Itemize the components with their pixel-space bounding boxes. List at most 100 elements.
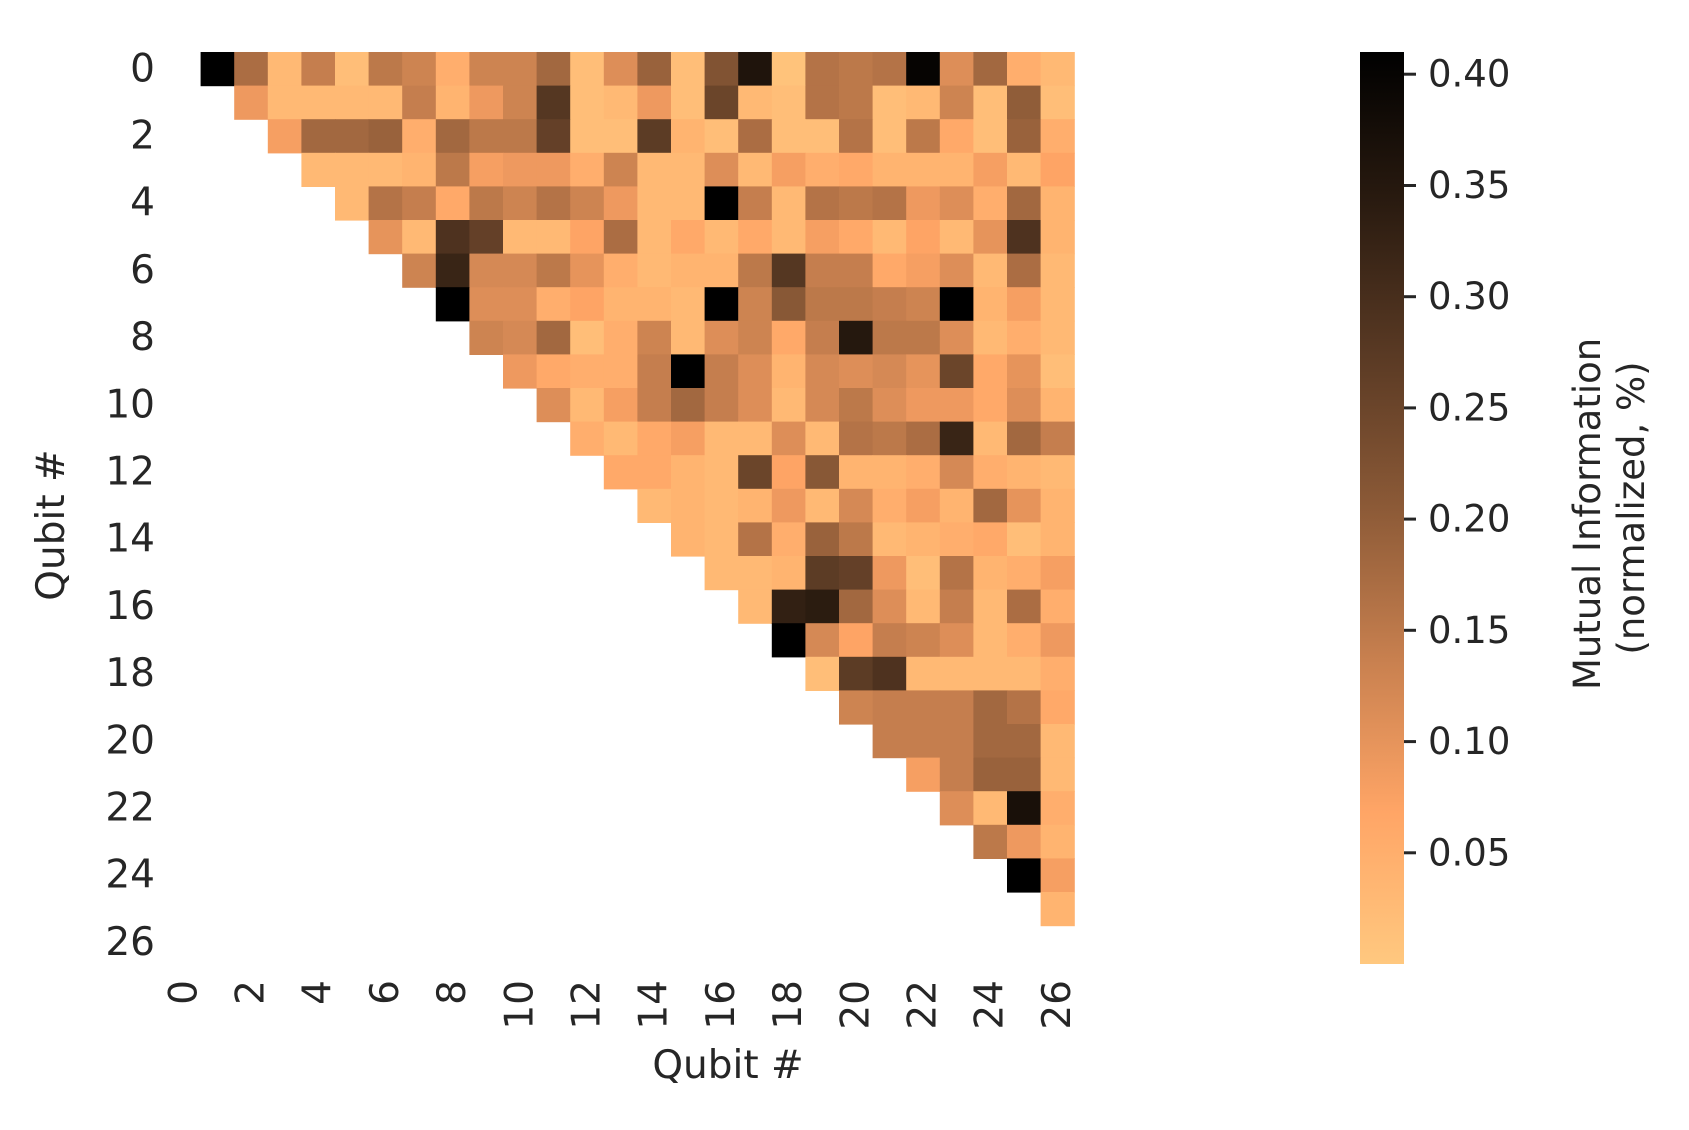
heatmap-cell-0-12 [570, 52, 605, 87]
heatmap-cell-1-16 [704, 85, 739, 120]
heatmap-cell-8-15 [671, 320, 706, 355]
heatmap-cell-9-14 [637, 354, 672, 389]
heatmap-cell-15-18 [771, 556, 806, 591]
heatmap-cell-1-23 [939, 85, 974, 120]
heatmap-cell-3-26 [1040, 152, 1075, 187]
heatmap-cell-6-19 [805, 253, 840, 288]
heatmap-cell-3-19 [805, 152, 840, 187]
heatmap-cell-6-10 [503, 253, 538, 288]
heatmap-cell-10-22 [906, 388, 941, 423]
heatmap-cell-8-14 [637, 320, 672, 355]
x-tick-label: 8 [430, 980, 475, 1005]
heatmap-cell-15-19 [805, 556, 840, 591]
x-tick-label: 6 [363, 980, 408, 1005]
heatmap-cell-6-22 [906, 253, 941, 288]
heatmap-cell-19-26 [1040, 690, 1075, 725]
colorbar-tick-label: 0.15 [1428, 609, 1510, 652]
heatmap-cell-22-25 [1007, 791, 1042, 826]
heatmap-cell-12-25 [1007, 455, 1042, 490]
heatmap-cell-2-11 [536, 119, 571, 154]
heatmap-cell-10-24 [973, 388, 1008, 423]
heatmap-cell-25-26 [1040, 892, 1075, 927]
colorbar [1360, 52, 1404, 964]
heatmap-cell-1-24 [973, 85, 1008, 120]
heatmap-cell-4-15 [671, 186, 706, 221]
heatmap-cell-17-21 [872, 623, 907, 658]
heatmap-cell-12-15 [671, 455, 706, 490]
heatmap-cell-10-16 [704, 388, 739, 423]
heatmap-cell-3-4 [301, 152, 336, 187]
heatmap-cell-0-13 [603, 52, 638, 87]
heatmap-cell-16-24 [973, 589, 1008, 624]
heatmap-cell-22-24 [973, 791, 1008, 826]
heatmap-cell-14-21 [872, 522, 907, 557]
x-tick-label: 26 [1035, 980, 1080, 1030]
heatmap-cell-5-7 [402, 220, 437, 255]
heatmap-cell-23-24 [973, 824, 1008, 859]
heatmap-cell-8-25 [1007, 320, 1042, 355]
heatmap-cell-11-19 [805, 421, 840, 456]
heatmap-cell-11-12 [570, 421, 605, 456]
heatmap-cell-12-22 [906, 455, 941, 490]
heatmap-cell-21-23 [939, 757, 974, 792]
heatmap-cell-10-12 [570, 388, 605, 423]
y-tick-label: 18 [105, 651, 155, 696]
heatmap-cell-11-23 [939, 421, 974, 456]
heatmap-cell-4-21 [872, 186, 907, 221]
heatmap-cell-6-7 [402, 253, 437, 288]
heatmap-cell-9-18 [771, 354, 806, 389]
heatmap-cell-20-23 [939, 724, 974, 759]
x-tick-label: 18 [766, 980, 811, 1030]
heatmap-cell-10-17 [738, 388, 773, 423]
heatmap-cell-0-1 [200, 52, 235, 87]
heatmap-cell-12-19 [805, 455, 840, 490]
heatmap-cell-14-18 [771, 522, 806, 557]
heatmap-cell-7-11 [536, 287, 571, 322]
heatmap-cell-11-26 [1040, 421, 1075, 456]
heatmap-cell-0-26 [1040, 52, 1075, 87]
colorbar-tick-label: 0.05 [1428, 831, 1510, 874]
heatmap-cell-0-24 [973, 52, 1008, 87]
heatmap-cell-5-24 [973, 220, 1008, 255]
heatmap-cell-8-18 [771, 320, 806, 355]
heatmap-cell-8-11 [536, 320, 571, 355]
heatmap-cell-8-13 [603, 320, 638, 355]
heatmap-cell-18-26 [1040, 656, 1075, 691]
colorbar-tick-label: 0.10 [1428, 720, 1510, 763]
heatmap-cell-12-14 [637, 455, 672, 490]
heatmap-cell-13-17 [738, 488, 773, 523]
heatmap-cell-6-25 [1007, 253, 1042, 288]
heatmap-cell-2-15 [671, 119, 706, 154]
heatmap-cell-5-12 [570, 220, 605, 255]
heatmap-cell-5-20 [839, 220, 874, 255]
heatmap-cell-11-17 [738, 421, 773, 456]
heatmap-cell-10-14 [637, 388, 672, 423]
heatmap-cell-17-20 [839, 623, 874, 658]
heatmap-cell-14-15 [671, 522, 706, 557]
heatmap-cell-2-3 [267, 119, 302, 154]
heatmap-cell-5-16 [704, 220, 739, 255]
heatmap-cell-17-18 [771, 623, 806, 658]
heatmap-cell-3-20 [839, 152, 874, 187]
heatmap-cell-18-24 [973, 656, 1008, 691]
heatmap-cell-20-24 [973, 724, 1008, 759]
heatmap-cell-6-14 [637, 253, 672, 288]
heatmap-cell-9-17 [738, 354, 773, 389]
heatmap-cell-1-18 [771, 85, 806, 120]
heatmap-cell-2-10 [503, 119, 538, 154]
heatmap-cell-22-26 [1040, 791, 1075, 826]
heatmap-cell-3-14 [637, 152, 672, 187]
heatmap-cell-2-26 [1040, 119, 1075, 154]
heatmap-cell-16-25 [1007, 589, 1042, 624]
heatmap-cell-2-16 [704, 119, 739, 154]
heatmap-cell-16-23 [939, 589, 974, 624]
colorbar-tick-label: 0.20 [1428, 498, 1510, 541]
y-tick-label: 2 [130, 114, 155, 159]
heatmap-cell-6-12 [570, 253, 605, 288]
heatmap-cell-14-20 [839, 522, 874, 557]
heatmap-cell-14-17 [738, 522, 773, 557]
y-tick-label: 16 [105, 584, 155, 629]
heatmap-cell-24-25 [1007, 858, 1042, 893]
heatmap-cell-3-18 [771, 152, 806, 187]
